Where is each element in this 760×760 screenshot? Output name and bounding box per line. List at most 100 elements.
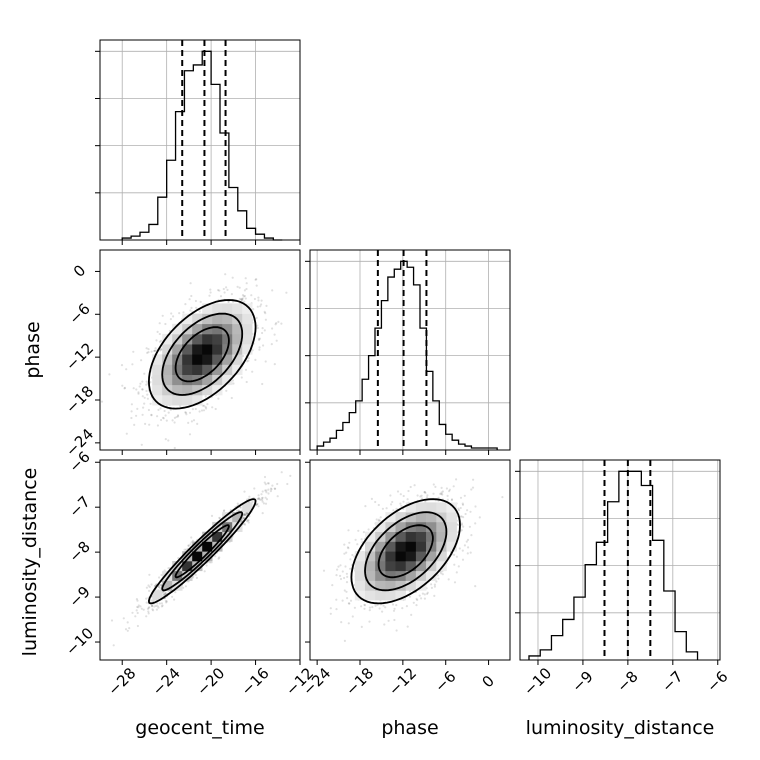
scatter-point xyxy=(247,357,250,360)
scatter-point xyxy=(347,602,350,605)
density-cell xyxy=(202,354,213,365)
density-cell xyxy=(152,374,163,386)
scatter-point xyxy=(140,443,143,446)
scatter-point xyxy=(130,403,133,406)
scatter-point xyxy=(121,384,124,387)
scatter-point xyxy=(187,544,190,547)
scatter-point xyxy=(257,299,260,302)
scatter-point xyxy=(345,581,349,584)
density-cell xyxy=(202,344,213,355)
scatter-point xyxy=(139,382,142,385)
scatter-point xyxy=(415,597,418,601)
scatter-point xyxy=(275,339,278,342)
scatter-point xyxy=(141,413,144,416)
scatter-point xyxy=(289,474,292,477)
scatter-point xyxy=(387,619,390,622)
scatter-point xyxy=(223,291,226,294)
scatter-point xyxy=(377,519,380,522)
density-cell xyxy=(202,541,213,552)
scatter-point xyxy=(441,493,444,496)
scatter-point xyxy=(245,380,248,384)
scatter-point xyxy=(148,573,151,576)
scatter-point xyxy=(343,576,346,580)
scatter-point xyxy=(128,627,131,630)
scatter-point xyxy=(139,605,142,608)
scatter-point xyxy=(122,617,125,620)
scatter-point xyxy=(190,306,193,309)
scatter-point xyxy=(156,602,159,605)
scatter-point xyxy=(462,516,465,519)
scatter-point xyxy=(435,580,438,583)
density-cell xyxy=(192,333,203,345)
scatter-point xyxy=(453,581,457,584)
scatter-point xyxy=(159,349,162,352)
scatter-point xyxy=(141,395,144,398)
scatter-point xyxy=(164,599,167,602)
scatter-point xyxy=(120,364,124,367)
scatter-point xyxy=(135,609,138,612)
scatter-point xyxy=(434,485,437,488)
scatter-point xyxy=(217,397,220,400)
scatter-point xyxy=(158,576,161,579)
scatter-point xyxy=(154,349,157,352)
scatter-point xyxy=(260,493,263,496)
scatter-point xyxy=(402,494,405,498)
scatter-point xyxy=(243,523,247,526)
scatter-point xyxy=(343,543,346,546)
scatter-point xyxy=(469,551,472,554)
density-cell xyxy=(162,580,173,591)
density-cell xyxy=(172,395,183,406)
scatter-point xyxy=(140,607,143,610)
scatter-point xyxy=(217,289,220,292)
scatter-point xyxy=(446,494,449,497)
scatter-point xyxy=(393,618,396,622)
scatter-point xyxy=(351,615,354,618)
scatter-point xyxy=(141,388,144,391)
scatter-point xyxy=(147,612,150,615)
scatter-point xyxy=(184,411,187,414)
scatter-point xyxy=(159,583,162,587)
scatter-point xyxy=(155,608,158,611)
scatter-point xyxy=(164,322,167,326)
scatter-point xyxy=(474,505,477,508)
scatter-point xyxy=(167,439,170,442)
density-cell xyxy=(242,303,253,314)
scatter-point xyxy=(277,320,280,323)
scatter-point xyxy=(405,605,408,608)
density-cell xyxy=(192,551,203,562)
scatter-point xyxy=(158,585,161,589)
scatter-point xyxy=(135,598,138,601)
density-cell xyxy=(162,333,173,345)
scatter-point xyxy=(257,497,260,500)
scatter-point xyxy=(163,409,166,413)
scatter-point xyxy=(145,615,148,618)
scatter-point xyxy=(136,407,139,410)
scatter-point xyxy=(142,608,145,611)
density-cell xyxy=(152,395,163,406)
density-cell xyxy=(192,384,203,396)
scatter-point xyxy=(424,491,427,495)
density-cell xyxy=(202,303,213,314)
scatter-point xyxy=(256,305,259,308)
scatter-point xyxy=(349,567,352,570)
scatter-point xyxy=(276,495,279,498)
density-cell xyxy=(232,323,243,335)
scatter-point xyxy=(185,548,188,551)
density-cell xyxy=(232,512,243,523)
scatter-point xyxy=(409,485,412,489)
scatter-point xyxy=(259,498,262,501)
scatter-point xyxy=(145,601,148,604)
scatter-point xyxy=(243,512,246,515)
density-cell xyxy=(222,333,233,345)
scatter-point xyxy=(457,565,460,568)
scatter-point xyxy=(450,499,453,502)
scatter-point xyxy=(436,574,439,577)
scatter-point xyxy=(238,297,241,300)
scatter-point xyxy=(261,498,264,501)
scatter-point xyxy=(123,386,127,389)
scatter-point xyxy=(253,487,256,490)
scatter-point xyxy=(396,490,400,493)
scatter-point xyxy=(418,594,421,597)
scatter-point xyxy=(345,590,348,593)
scatter-point xyxy=(240,376,243,379)
